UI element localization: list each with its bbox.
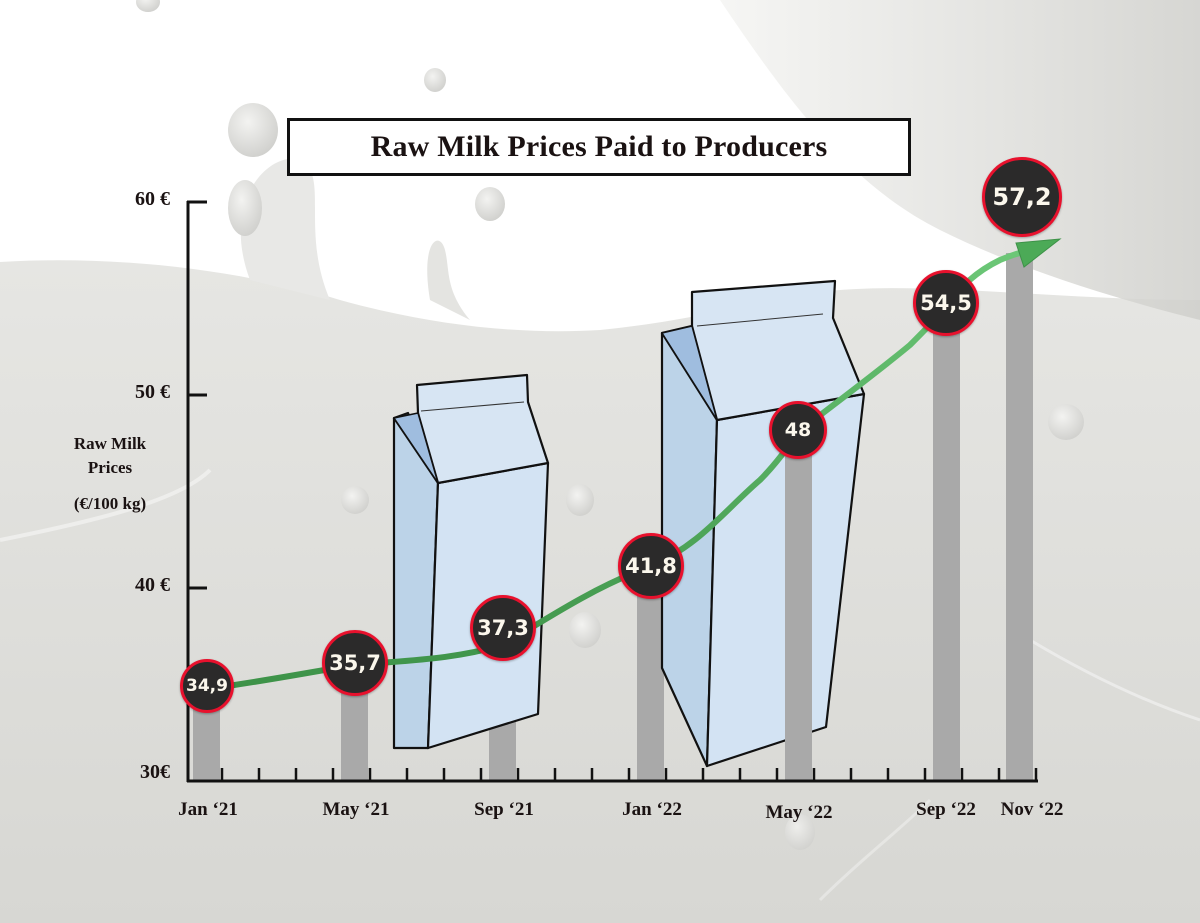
y-tick-60: 60 €	[135, 188, 170, 210]
x-label-may-22: May ‘22	[765, 802, 833, 823]
y-tick-30: 30€	[140, 761, 170, 783]
x-label-jan-21: Jan ‘21	[178, 799, 238, 820]
x-label-sep-22: Sep ‘22	[916, 799, 976, 820]
y-axis-label: Raw Milk Prices (€/100 kg)	[40, 432, 180, 516]
x-axis	[187, 768, 1038, 783]
milk-carton-large	[660, 279, 866, 768]
x-label-jan-22: Jan ‘22	[622, 799, 682, 820]
y-axis-label-line1: Raw Milk	[73, 434, 147, 453]
value-marker-jan-22: 41,8	[618, 533, 684, 599]
x-label-sep-21: Sep ‘21	[474, 799, 534, 820]
chart-title-box: Raw Milk Prices Paid to Producers	[287, 118, 911, 176]
value-marker-may-22: 48	[769, 401, 827, 459]
value-marker-sep-21: 37,3	[470, 595, 536, 661]
bar-sep-22	[933, 303, 960, 781]
bars-front	[785, 253, 1033, 781]
y-axis-unit: (€/100 kg)	[73, 494, 147, 513]
value-marker-sep-22: 54,5	[913, 270, 979, 336]
value-marker-jan-21: 34,9	[180, 659, 234, 713]
bar-may-22	[785, 430, 812, 781]
value-marker-nov-22: 57,2	[982, 157, 1062, 237]
trend-arrowhead-icon	[1015, 238, 1062, 268]
value-marker-may-21: 35,7	[322, 630, 388, 696]
y-axis-label-line2: Prices	[87, 458, 133, 477]
x-label-may-21: May ‘21	[322, 799, 390, 820]
bar-jan-22	[637, 566, 664, 781]
bar-nov-22	[1006, 253, 1033, 781]
y-tick-50: 50 €	[135, 381, 170, 403]
x-label-nov-22: Nov ‘22	[1000, 799, 1064, 820]
y-tick-40: 40 €	[135, 574, 170, 596]
chart-title: Raw Milk Prices Paid to Producers	[370, 130, 828, 163]
milk-carton-small	[392, 373, 550, 750]
